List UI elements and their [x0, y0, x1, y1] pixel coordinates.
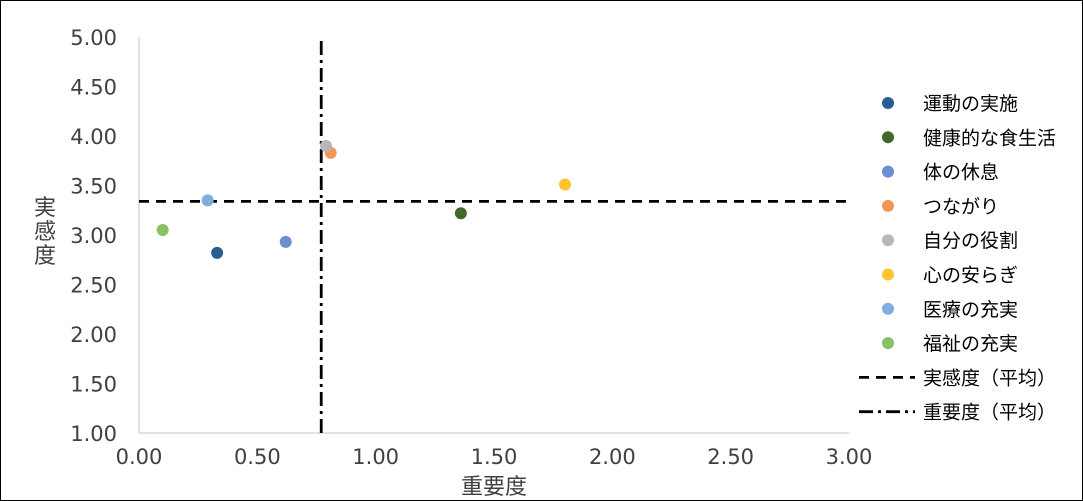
- y-tick-label: 1.00: [70, 422, 117, 446]
- x-tick-label: 2.00: [589, 445, 636, 469]
- x-tick-label: 3.00: [826, 445, 873, 469]
- legend-label: 運動の実施: [923, 93, 1018, 115]
- data-point: [454, 207, 467, 220]
- y-tick-label: 2.50: [70, 274, 117, 298]
- axes: [138, 37, 849, 434]
- legend-label: 医療の充実: [923, 299, 1018, 321]
- data-points: [156, 139, 571, 259]
- data-point: [201, 194, 214, 207]
- legend-label: 重要度（平均）: [923, 402, 1056, 424]
- legend-label: 体の休息: [923, 162, 999, 184]
- legend-marker: [882, 268, 894, 281]
- y-tick-label: 5.00: [70, 26, 117, 50]
- legend-label: 自分の役割: [923, 230, 1018, 252]
- data-point: [559, 178, 571, 191]
- y-tick-label: 3.00: [70, 224, 117, 248]
- tick-labels: 0.00 0.50 1.00 1.50 2.00 2.50 3.00 1.00 1.50 2.00…: [70, 26, 872, 469]
- legend-marker: [882, 234, 894, 247]
- x-tick-label: 1.00: [352, 445, 399, 469]
- y-tick-label: 4.50: [70, 76, 117, 100]
- legend-marker: [882, 199, 894, 212]
- legend-label: 福祉の充実: [923, 333, 1018, 355]
- legend-label: 心の安らぎ: [923, 265, 1018, 287]
- y-tick-label: 1.50: [70, 373, 117, 397]
- x-axis-title: 重要度: [461, 475, 527, 500]
- data-point: [279, 235, 292, 248]
- x-tick-label: 0.50: [234, 445, 281, 469]
- y-tick-label: 4.00: [70, 125, 117, 149]
- y-tick-label: 3.50: [70, 175, 117, 199]
- data-point: [156, 224, 169, 237]
- legend-marker: [882, 337, 894, 350]
- data-point: [319, 139, 332, 152]
- legend-label: つながり: [923, 196, 999, 218]
- x-tick-label: 0.00: [116, 445, 163, 469]
- legend-marker: [882, 131, 894, 144]
- x-tick-label: 1.50: [471, 445, 518, 469]
- y-axis-title: 実感度: [34, 196, 56, 269]
- legend-marker: [882, 97, 894, 109]
- legend: 運動の実施健康的な食生活体の休息つながり自分の役割心の安らぎ医療の充実福祉の充実…: [859, 93, 1056, 424]
- y-tick-label: 2.00: [70, 323, 117, 347]
- x-tick-label: 2.50: [707, 445, 754, 469]
- legend-marker: [882, 165, 894, 178]
- legend-marker: [882, 302, 894, 315]
- legend-label: 健康的な食生活: [923, 127, 1056, 149]
- reference-lines: [139, 41, 849, 433]
- legend-label: 実感度（平均）: [923, 367, 1056, 389]
- data-point: [211, 246, 224, 259]
